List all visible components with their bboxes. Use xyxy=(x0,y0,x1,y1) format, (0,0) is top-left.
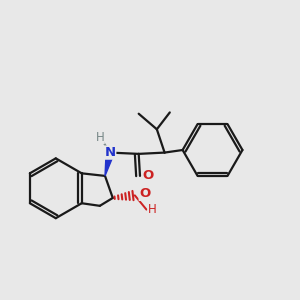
Text: O: O xyxy=(142,169,154,182)
Text: H: H xyxy=(148,203,157,216)
Text: O: O xyxy=(139,188,151,200)
Polygon shape xyxy=(105,152,114,176)
Text: N: N xyxy=(105,146,116,159)
Text: H: H xyxy=(95,130,104,143)
